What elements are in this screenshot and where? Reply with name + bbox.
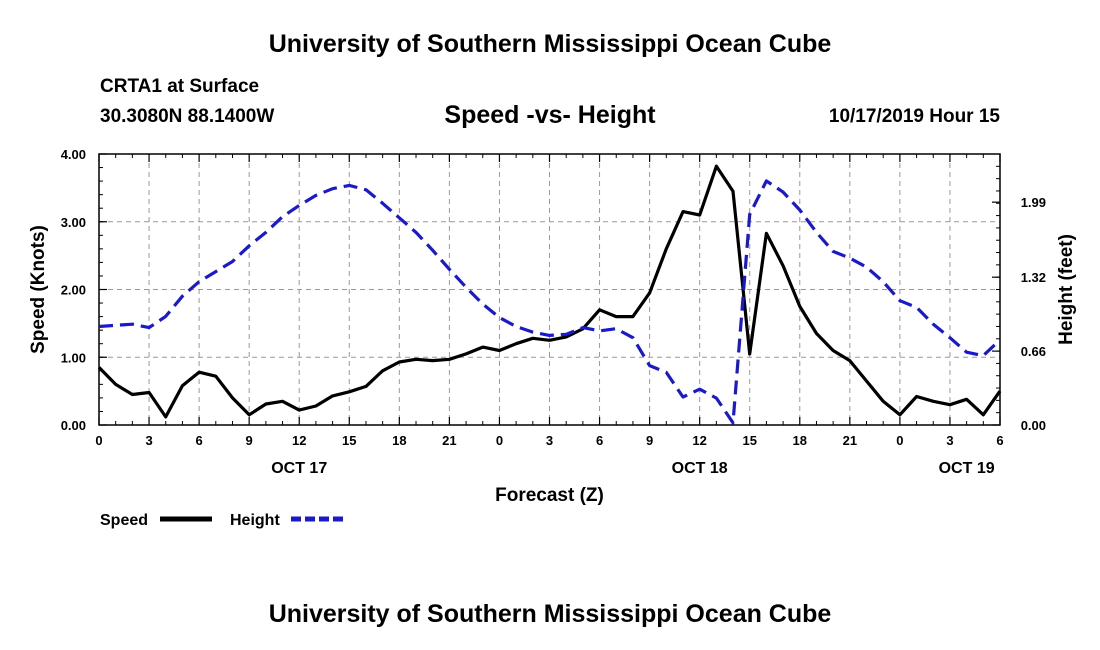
x-tick-label: 18 [392, 433, 406, 448]
x-tick-label: 12 [292, 433, 306, 448]
y2-tick-label: 0.00 [1021, 418, 1046, 433]
x-tick-label: 21 [442, 433, 456, 448]
location-label: 30.3080N 88.1400W [100, 106, 275, 127]
x-tick-label: 6 [596, 433, 603, 448]
x-tick-label: 0 [496, 433, 503, 448]
x-tick-label: 9 [646, 433, 653, 448]
legend-speed-label: Speed [100, 512, 148, 529]
bottom-title: University of Southern Mississippi Ocean… [268, 600, 832, 628]
x-axis-label: Forecast (Z) [495, 485, 604, 506]
x-tick-label: 6 [195, 433, 202, 448]
x-tick-label: 3 [546, 433, 553, 448]
x-tick-label: 15 [342, 433, 356, 448]
top-title: University of Southern Mississippi Ocean… [268, 30, 832, 58]
station-label: CRTA1 at Surface [100, 76, 260, 97]
plot-title: Speed -vs- Height [444, 101, 656, 129]
y-axis-label: Speed (Knots) [28, 225, 49, 354]
x-tick-label: 12 [692, 433, 706, 448]
y2-tick-label: 0.66 [1021, 344, 1046, 359]
x-tick-label: 21 [843, 433, 857, 448]
date-label: OCT 19 [939, 460, 995, 477]
x-tick-label: 9 [246, 433, 253, 448]
speed-height-chart: 0 3 6 9 12 15 18 21 0 3 6 9 12 15 18 21 0 3 6 OCT 17 OCT 18 O… [28, 147, 1077, 529]
datetime-label: 10/17/2019 Hour 15 [828, 106, 1000, 127]
height-series-line [98, 179, 1002, 425]
y-tick-label: 4.00 [61, 147, 86, 162]
legend-height-label: Height [230, 512, 280, 529]
y-tick-label: 0.00 [61, 418, 86, 433]
y2-axis-label: Height (feet) [1056, 234, 1077, 345]
x-tick-label: 0 [95, 433, 102, 448]
y-tick-label: 3.00 [61, 215, 86, 230]
date-label: OCT 18 [672, 460, 728, 477]
date-label: OCT 17 [271, 460, 327, 477]
y2-tick-label: 1.32 [1021, 270, 1046, 285]
y-tick-label: 2.00 [61, 283, 86, 298]
x-tick-label: 18 [793, 433, 807, 448]
x-tick-label: 6 [996, 433, 1003, 448]
y2-tick-label: 1.99 [1021, 195, 1046, 210]
y-tick-label: 1.00 [61, 350, 86, 365]
x-tick-label: 3 [145, 433, 152, 448]
x-tick-label: 15 [742, 433, 756, 448]
speed-series-line [97, 164, 1002, 419]
x-tick-label: 3 [946, 433, 953, 448]
x-tick-label: 0 [896, 433, 903, 448]
